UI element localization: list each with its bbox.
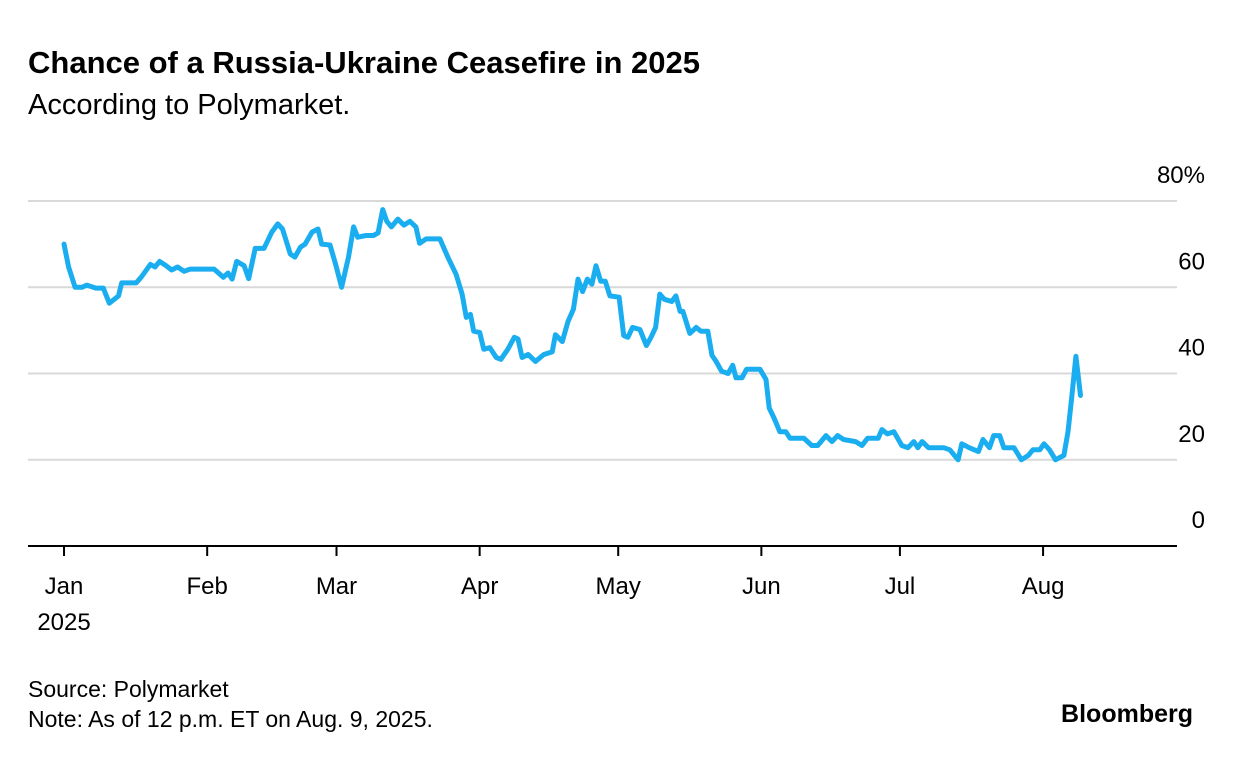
source: Source: Polymarket xyxy=(28,676,229,702)
x-tick-label: Apr xyxy=(461,573,498,600)
chart-subtitle: According to Polymarket. xyxy=(28,89,350,121)
y-tick-label: 60 xyxy=(1178,248,1205,275)
x-tick-label: May xyxy=(596,573,641,600)
brand: Bloomberg xyxy=(1061,700,1193,728)
x-tick-label: Jul xyxy=(885,573,916,600)
x-tick-label: Feb xyxy=(187,573,228,600)
x-tick-label: Aug xyxy=(1022,573,1065,600)
y-tick-label: 0 xyxy=(1192,507,1205,534)
y-tick-label: 80% xyxy=(1157,162,1205,189)
data-line xyxy=(61,207,1083,463)
y-tick-label: 40 xyxy=(1178,335,1205,362)
x-tick-label: Mar xyxy=(316,573,357,600)
x-tick-label: Jan xyxy=(45,573,84,600)
x-tick-label: Jun xyxy=(742,573,781,600)
note: Note: As of 12 p.m. ET on Aug. 9, 2025. xyxy=(28,706,433,732)
y-tick-label: 20 xyxy=(1178,421,1205,448)
x-tick-sublabel: 2025 xyxy=(37,609,90,636)
chart-title: Chance of a Russia-Ukraine Ceasefire in … xyxy=(28,45,700,80)
